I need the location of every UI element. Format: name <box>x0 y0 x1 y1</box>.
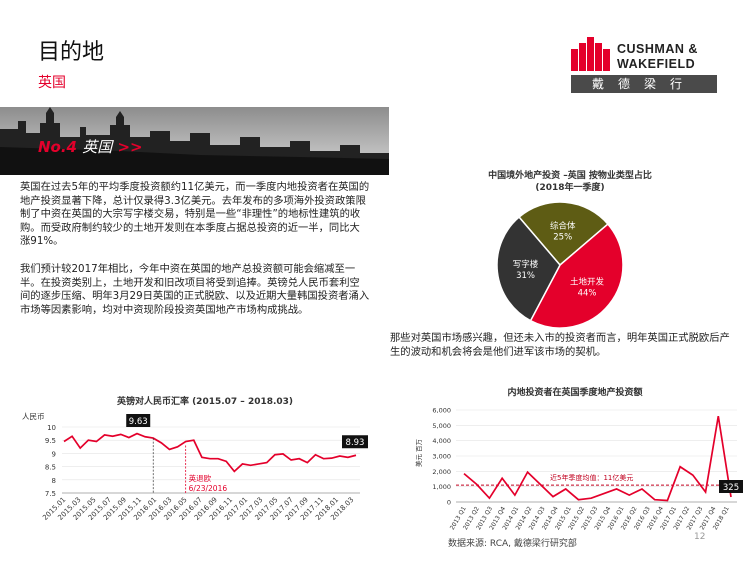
logo-mark-icon <box>571 37 610 71</box>
body-paragraph-2: 我们预计较2017年相比，今年中资在英国的地产总投资额可能会缩减至一半。在投资类… <box>20 263 370 316</box>
page-number: 12 <box>694 532 706 542</box>
inv-y-tick-label: 6,000 <box>432 407 451 415</box>
page-subtitle: 英国 <box>38 75 66 91</box>
data-source: 数据来源: RCA, 戴德梁行研究部 <box>448 539 577 549</box>
fx-y-tick-label: 10 <box>47 424 56 432</box>
fx-line-chart: 人民币109.598.587.52015.012015.032015.05201… <box>22 412 368 522</box>
fx-brexit-label: 英退欧 <box>189 473 212 483</box>
inv-average-label: 近5年季度均值：11亿美元 <box>550 473 633 482</box>
company-logo: CUSHMAN & WAKEFIELD 戴德梁行 <box>571 37 717 93</box>
fx-chart-title: 英镑对人民币汇率 (2015.07 – 2018.03) <box>116 397 294 407</box>
page-title: 目的地 <box>38 40 105 65</box>
fx-y-tick-label: 9 <box>52 450 56 458</box>
pie-slice <box>518 201 609 267</box>
body-paragraph-1: 英国在过去5年的平均季度投资额约11亿美元，而一季度内地投资者在英国的地产投资显… <box>20 181 370 248</box>
inv-y-tick-label: 3,000 <box>432 453 451 461</box>
fx-y-axis-label: 人民币 <box>22 412 45 421</box>
banner-label: No.4 英国 >> <box>38 136 143 157</box>
pie-slice-value: 31% <box>516 271 535 281</box>
inv-latest-badge <box>719 480 743 493</box>
fx-series-line <box>63 432 357 473</box>
logo-line-2: WAKEFIELD <box>617 57 696 71</box>
logo-chinese: 戴德梁行 <box>571 75 717 93</box>
investment-line-chart: 美元 百万 6,000 5,000 4,000 3,000 2,000 1,000 0 近5年季… <box>414 407 743 531</box>
pie-chart-subtitle: (2018年一季度) <box>535 183 605 193</box>
inv-y-tick-label: 1,000 <box>432 483 451 491</box>
pie-slice-label: 土地开发 <box>570 277 605 288</box>
pie-chart-title-line: 中国境外地产投资 –英国 按物业类型占比 <box>488 171 652 181</box>
banner-label-arrows: >> <box>117 138 143 156</box>
banner-label-country: 英国 <box>82 138 113 156</box>
pie-slice <box>496 216 561 322</box>
right-paragraph: 那些对英国市场感兴趣，但还未入市的投资者而言，明年英国正式脱欧后产生的波动和机会… <box>390 332 730 358</box>
investment-chart-title: 内地投资者在英国季度地产投资额 <box>507 388 643 398</box>
fx-latest-label: 8.93 <box>346 438 365 448</box>
fx-latest-badge <box>342 435 368 449</box>
pie-slice-value: 25% <box>553 232 572 242</box>
fx-brexit-date: 6/23/2016 <box>189 484 228 493</box>
banner-label-number: No.4 <box>38 138 77 156</box>
inv-y-tick-label: 0 <box>447 499 451 507</box>
inv-series-line <box>463 415 732 502</box>
logo-line-1: CUSHMAN & <box>617 42 698 56</box>
pie-chart-title: 中国境外地产投资 –英国 按物业类型占比 (2018年一季度) <box>465 170 675 194</box>
inv-y-axis-label: 美元 百万 <box>414 438 423 467</box>
pie-slice <box>529 223 624 328</box>
fx-y-tick-label: 8.5 <box>45 464 56 472</box>
fx-y-tick-label: 9.5 <box>45 437 56 445</box>
fx-peak-badge <box>126 414 151 427</box>
fx-y-tick-label: 8 <box>52 477 56 485</box>
pie-slice-label: 综合体 <box>550 220 576 231</box>
fx-peak-label: 9.63 <box>129 417 148 427</box>
fx-y-tick-label: 7.5 <box>45 490 56 498</box>
inv-y-tick-label: 5,000 <box>432 422 451 430</box>
inv-y-tick-label: 4,000 <box>432 437 451 445</box>
inv-latest-label: 325 <box>723 483 739 493</box>
pie-slice-value: 44% <box>578 289 597 299</box>
inv-y-tick-label: 2,000 <box>432 468 451 476</box>
banner-image <box>0 107 389 175</box>
pie-slice-label: 写字楼 <box>513 259 539 270</box>
